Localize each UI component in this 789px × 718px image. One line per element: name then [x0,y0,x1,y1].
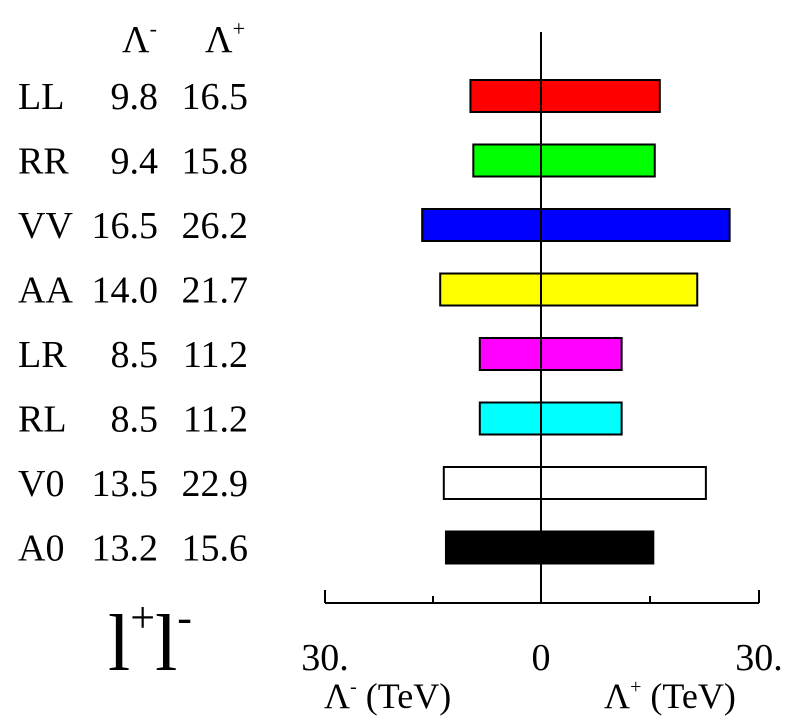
bar-v0 [442,466,707,500]
x-axis-label-left: Λ- (TeV) [324,676,451,716]
lambda-plus-value: 21.7 [182,270,249,312]
bar-aa [439,272,699,307]
row-label-lr: LR [18,334,67,376]
lambda-plus-value: 16.5 [182,76,249,118]
lambda-plus-value: 26.2 [182,205,249,247]
lambda-plus-value: 11.2 [183,334,248,376]
tick-label-right: 30. [735,637,783,679]
bar-ll [469,79,661,113]
lambda-minus-value: 14.0 [92,270,159,312]
x-axis-label-right: Λ+ (TeV) [604,676,736,716]
row-label-a0: A0 [18,528,64,570]
lambda-minus-value: 9.4 [111,141,159,183]
lambda-plus-value: 22.9 [182,463,249,505]
lambda-plus-value: 15.6 [182,528,249,570]
process-label: l+l- [108,593,192,688]
x-axis: 30. 0 30. Λ- (TeV) Λ+ (TeV) [301,590,783,716]
lambda-minus-header: Λ- [122,16,157,61]
bar-vv [421,208,731,242]
row-label-vv: VV [18,205,73,247]
row-label-rl: RL [18,399,67,441]
lambda-plus-value: 11.2 [183,399,248,441]
lambda-plus-value: 15.8 [182,141,249,183]
bar-a0 [444,530,655,565]
bar-rr [472,143,656,178]
lambda-minus-value: 13.5 [92,463,159,505]
tick-label-left: 30. [301,637,349,679]
table-header: Λ- Λ+ [122,16,245,61]
tick-label-center: 0 [532,637,551,679]
row-label-aa: AA [18,270,73,312]
bar-lr [478,337,623,371]
table-rows: LL 9.8 16.5 RR 9.4 15.8 VV 16.5 26.2 AA 14.0 21.7 LR… [18,76,248,570]
lambda-minus-value: 9.8 [111,76,159,118]
bar-rl [478,401,623,436]
lambda-minus-value: 8.5 [111,334,159,376]
lambda-minus-value: 13.2 [92,528,159,570]
lambda-minus-value: 16.5 [92,205,159,247]
row-label-ll: LL [18,76,64,118]
bars [421,79,731,565]
row-label-rr: RR [18,141,69,183]
lambda-minus-value: 8.5 [111,399,159,441]
lambda-plus-header: Λ+ [205,16,245,61]
row-label-v0: V0 [18,463,64,505]
